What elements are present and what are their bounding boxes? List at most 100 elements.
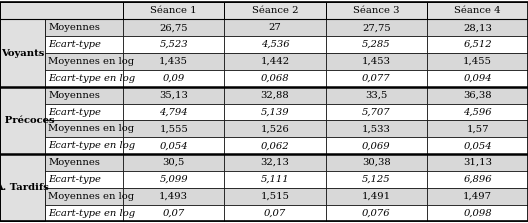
Bar [45,36,123,53]
Text: 0,094: 0,094 [463,74,492,83]
Text: Moyennes: Moyennes [48,91,100,100]
Bar [326,171,427,188]
Text: 0,07: 0,07 [264,209,286,217]
Bar [0,2,123,19]
Bar [123,70,224,87]
Text: 1,533: 1,533 [362,124,391,133]
Bar [224,53,326,70]
Text: 33,5: 33,5 [365,91,388,100]
Bar [224,70,326,87]
Text: 26,75: 26,75 [159,23,188,32]
Bar [123,137,224,154]
Text: 0,069: 0,069 [362,141,391,150]
Text: 5,111: 5,111 [261,175,289,184]
Text: Moyennes: Moyennes [48,158,100,167]
Text: 5,523: 5,523 [159,40,188,49]
Bar [326,36,427,53]
Text: 30,38: 30,38 [362,158,391,167]
Text: 1,491: 1,491 [362,192,391,201]
Bar [0,87,45,154]
Text: Ecart-type: Ecart-type [48,175,101,184]
Text: Ecart-type en log: Ecart-type en log [48,209,135,217]
Bar [224,137,326,154]
Bar [45,137,123,154]
Bar [224,36,326,53]
Text: Moyennes en log: Moyennes en log [48,124,134,133]
Text: 1,526: 1,526 [261,124,289,133]
Bar [224,205,326,221]
Text: 0,062: 0,062 [261,141,289,150]
Bar [0,154,45,221]
Text: Séance 4: Séance 4 [454,6,501,15]
Bar [224,120,326,137]
Bar [224,103,326,120]
Bar [427,120,528,137]
Text: Séance 3: Séance 3 [353,6,400,15]
Bar [427,171,528,188]
Bar [45,171,123,188]
Text: A. Tardifs: A. Tardifs [0,183,50,192]
Text: 0,077: 0,077 [362,74,391,83]
Bar [427,2,528,19]
Bar [224,19,326,36]
Bar [123,103,224,120]
Text: 5,707: 5,707 [362,107,391,116]
Bar [224,2,326,19]
Text: Ecart-type en log: Ecart-type en log [48,74,135,83]
Text: 0,054: 0,054 [159,141,188,150]
Text: 4,536: 4,536 [261,40,289,49]
Bar [224,87,326,103]
Text: 32,88: 32,88 [261,91,289,100]
Text: Séance 2: Séance 2 [252,6,298,15]
Bar [45,154,123,171]
Text: 0,068: 0,068 [261,74,289,83]
Bar [45,53,123,70]
Bar [224,171,326,188]
Bar [45,103,123,120]
Text: 31,13: 31,13 [463,158,492,167]
Text: 1,435: 1,435 [159,57,188,66]
Bar [326,103,427,120]
Bar [123,171,224,188]
Bar [326,188,427,205]
Text: 30,5: 30,5 [163,158,185,167]
Text: 4,794: 4,794 [159,107,188,116]
Text: 0,07: 0,07 [163,209,185,217]
Bar [326,154,427,171]
Text: Séance 1: Séance 1 [150,6,197,15]
Text: 28,13: 28,13 [463,23,492,32]
Text: Ecart-type en log: Ecart-type en log [48,141,135,150]
Bar [123,53,224,70]
Bar [326,205,427,221]
Bar [427,87,528,103]
Text: 1,453: 1,453 [362,57,391,66]
Text: 0,054: 0,054 [463,141,492,150]
Text: 0,076: 0,076 [362,209,391,217]
Bar [45,87,123,103]
Text: 6,512: 6,512 [463,40,492,49]
Bar [427,36,528,53]
Text: 1,442: 1,442 [260,57,290,66]
Bar [45,188,123,205]
Bar [45,70,123,87]
Bar [326,87,427,103]
Text: 0,098: 0,098 [463,209,492,217]
Bar [123,205,224,221]
Text: 1,515: 1,515 [261,192,289,201]
Text: 6,896: 6,896 [463,175,492,184]
Bar [123,154,224,171]
Bar [224,154,326,171]
Bar [123,120,224,137]
Bar [326,2,427,19]
Text: Ecart-type: Ecart-type [48,40,101,49]
Text: 1,57: 1,57 [466,124,489,133]
Bar [224,188,326,205]
Bar [123,36,224,53]
Bar [123,2,224,19]
Text: Moyennes: Moyennes [48,23,100,32]
Bar [326,120,427,137]
Bar [45,205,123,221]
Text: 1,493: 1,493 [159,192,188,201]
Bar [123,188,224,205]
Bar [45,120,123,137]
